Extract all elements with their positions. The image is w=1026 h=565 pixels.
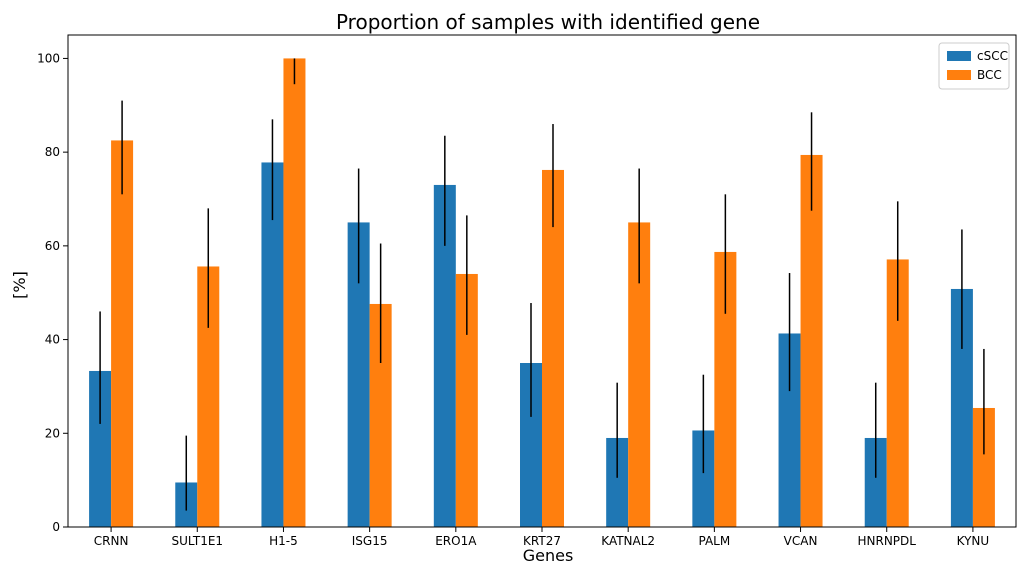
plot-area: 0 20 40 60 80 100 CRNN SULT1E1 H1-5 ISG15 ERO1A KRT… [37,34,1017,548]
y-tick-label: 60 [45,239,60,253]
bar-cscc-isg15 [347,222,370,527]
bar-bcc-sult1e1 [197,266,220,527]
legend-label-bcc: BCC [977,68,1002,82]
bar-bcc-hnrnpdl [886,259,909,527]
bar-bcc-crnn [111,140,134,527]
bar-bcc-krt27 [542,169,564,527]
x-axis-label: Genes [523,546,574,565]
x-tick-label: KATNAL2 [601,534,655,548]
bar-bcc-ero1a [455,273,478,527]
y-tick-label: 20 [45,426,60,440]
x-tick-label: KRT27 [523,534,561,548]
y-axis-label: [%] [10,271,29,299]
bar-cscc-vcan [778,333,801,527]
y-tick-label: 40 [45,333,60,347]
x-tick-label: ISG15 [352,534,388,548]
bar-bcc-h1-5 [283,58,306,528]
bar-cscc-crnn [89,370,112,527]
y-tick-label: 100 [37,51,60,65]
legend-swatch-bcc [947,70,971,80]
y-tick-label: 0 [52,520,60,534]
bar-bcc-vcan [800,154,823,527]
legend-label-cscc: cSCC [977,49,1008,63]
bar-bcc-palm [714,251,737,527]
bar-cscc-krt27 [520,363,542,527]
x-tick-label: H1-5 [269,534,298,548]
y-tick-label: 80 [45,145,60,159]
bar-cscc-h1-5 [261,162,284,528]
chart-title: Proportion of samples with identified ge… [336,10,760,34]
bar-bcc-kynu [972,407,995,527]
x-tick-label: ERO1A [435,534,477,548]
bar-cscc-palm [692,430,715,527]
bar-cscc-kynu [950,288,973,527]
x-tick-label: KYNU [957,534,990,548]
bar-cscc-katnal2 [606,437,629,527]
legend: cSCC BCC [938,42,1010,90]
bar-bcc-isg15 [369,303,392,527]
x-tick-label: VCAN [784,534,818,548]
bar-bcc-katnal2 [628,222,651,527]
bar-cscc-ero1a [433,184,456,527]
bar-cscc-hnrnpdl [864,437,887,527]
x-tick-label: CRNN [94,534,129,548]
legend-swatch-cscc [947,51,971,61]
x-tick-label: PALM [699,534,731,548]
x-tick-label: HNRNPDL [857,534,916,548]
x-tick-label: SULT1E1 [171,534,223,548]
